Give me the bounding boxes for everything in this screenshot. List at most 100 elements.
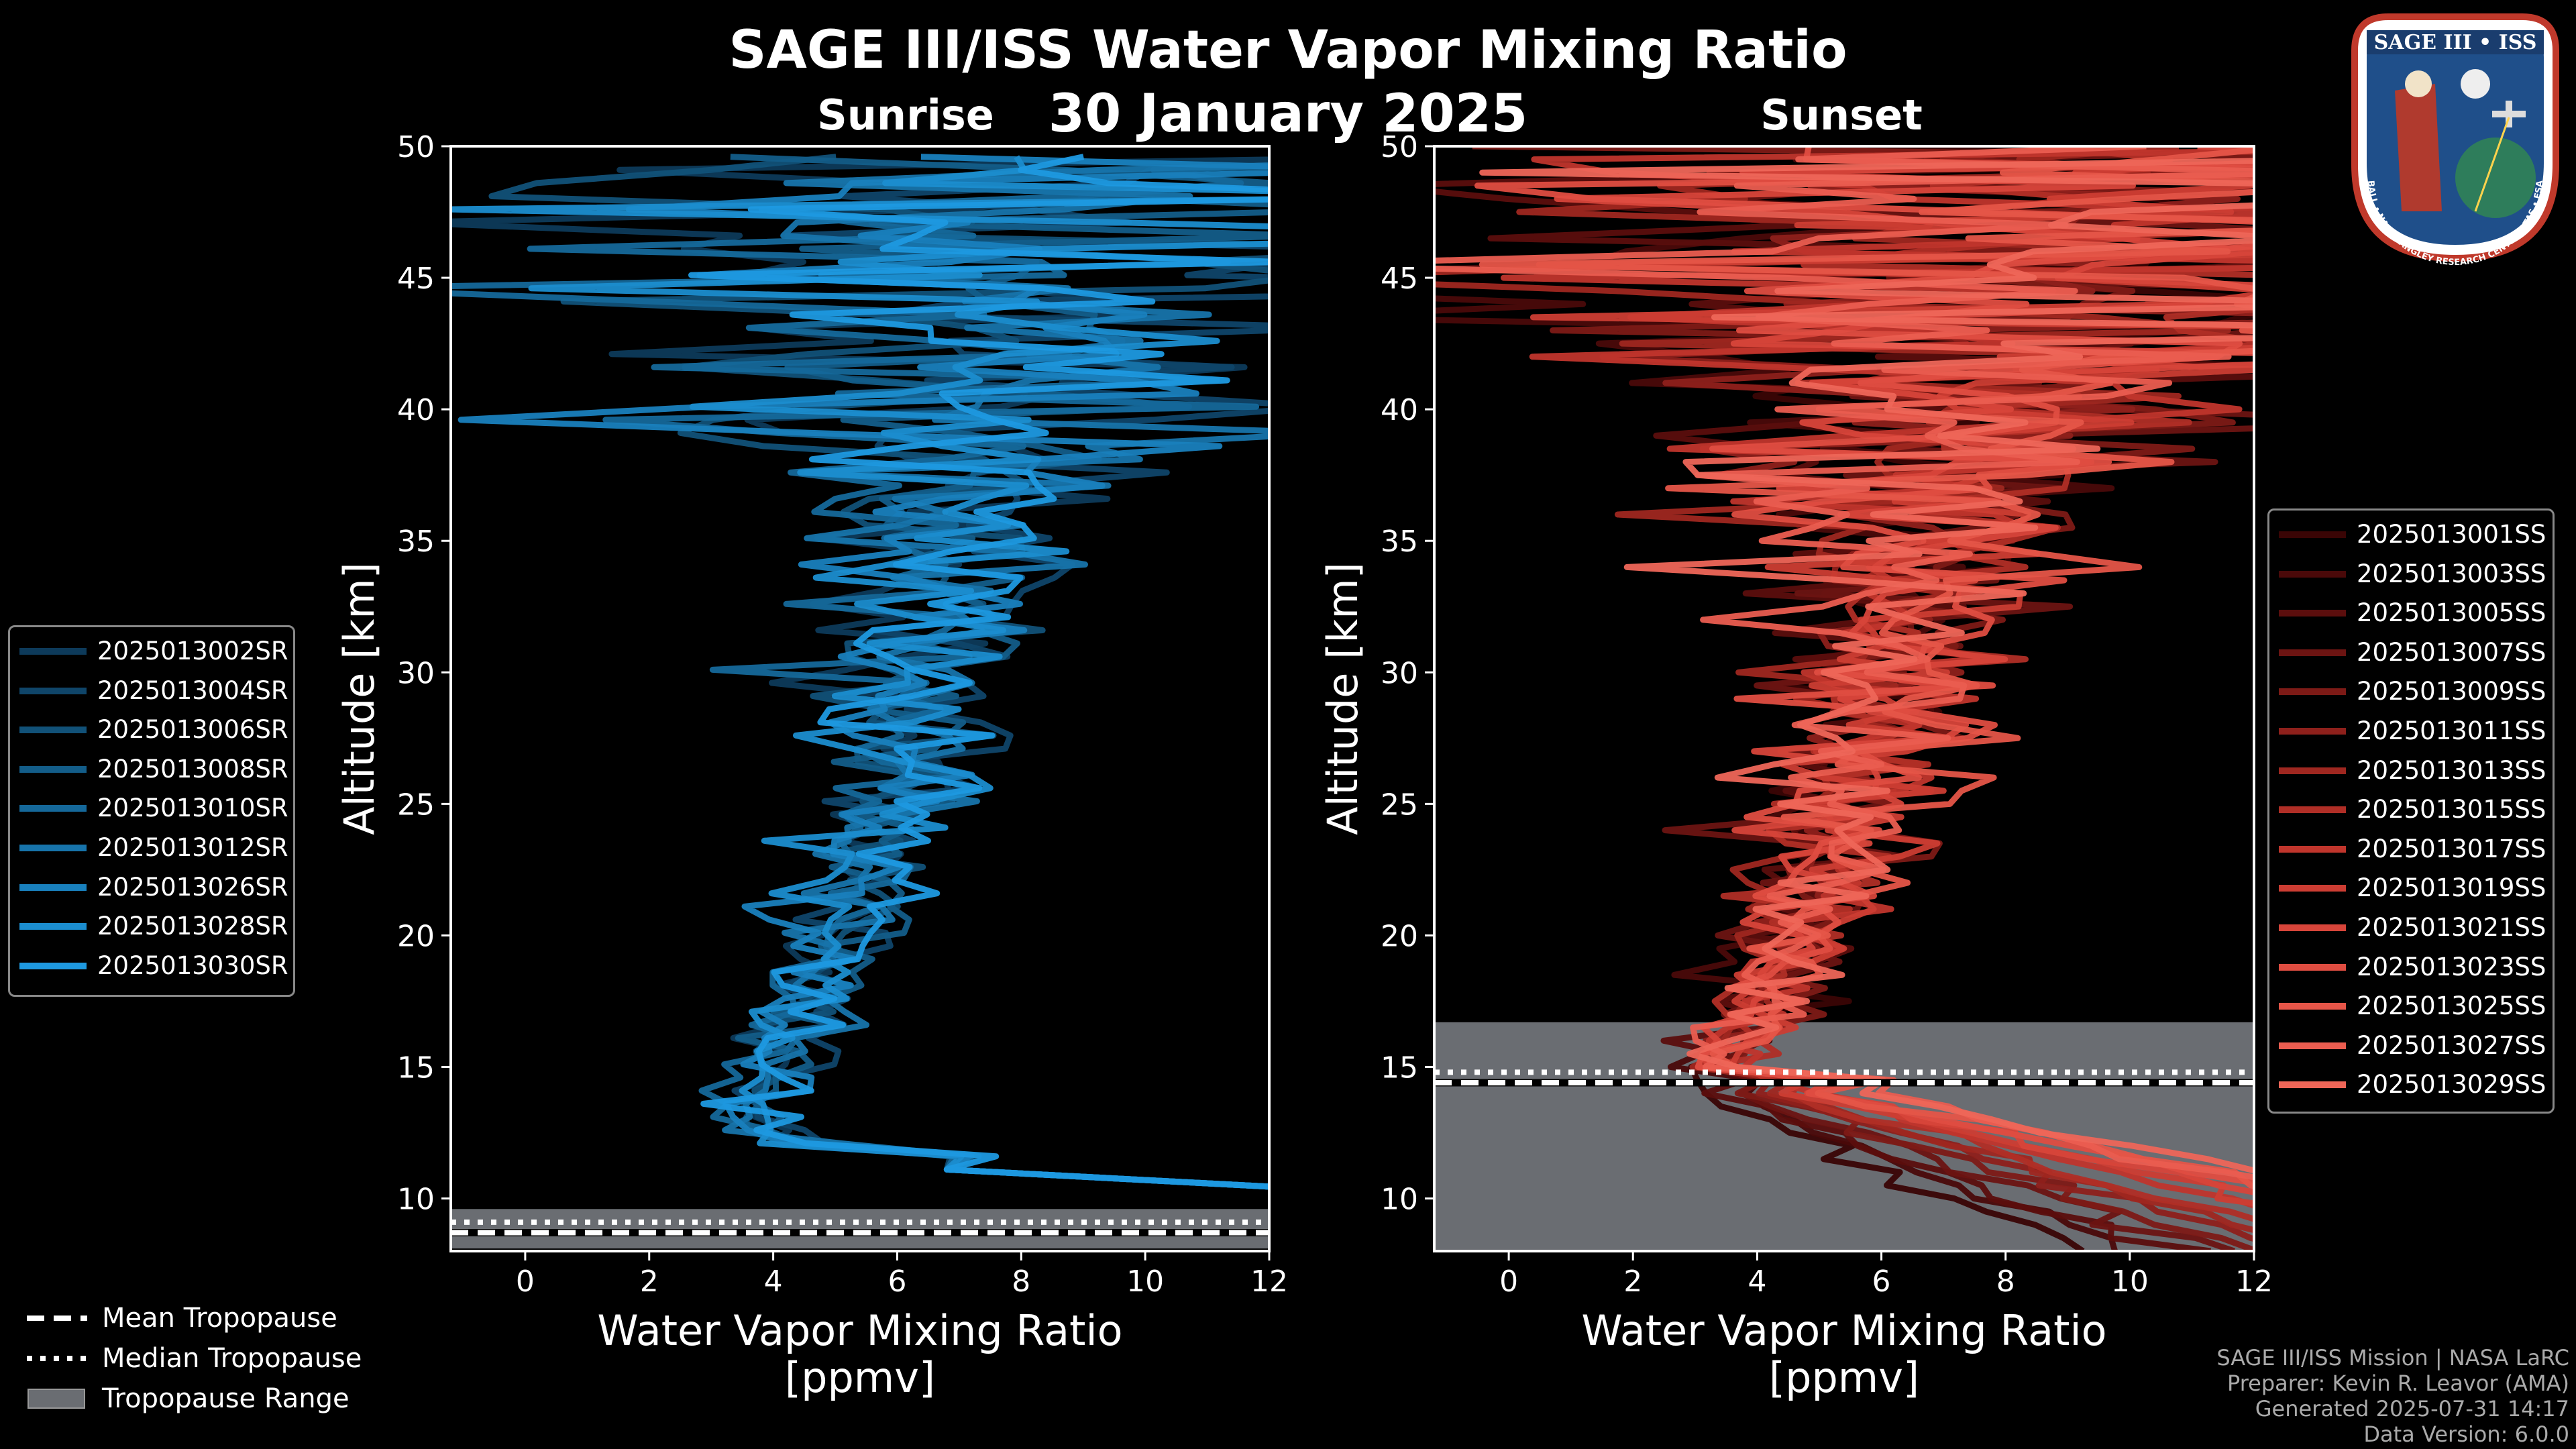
sunset-panel-title: Sunset [1760, 91, 1923, 140]
footer-mission: SAGE III/ISS Mission | NASA LaRC [2216, 1345, 2569, 1371]
legend-label: 2025013011SS [2357, 716, 2546, 745]
legend-entry-2025013003SS: 2025013003SS [2269, 557, 2553, 592]
legend-swatch [2279, 728, 2346, 735]
y-tick-label: 20 [397, 919, 435, 953]
profile-line-2025013029SS [1479, 158, 2254, 1174]
y-tick-label: 45 [397, 262, 435, 296]
sage-iii-iss-mission-logo: SAGE III • ISS BALL • NASA LANGLEY RESEA… [2351, 13, 2559, 265]
y-tick-label: 20 [1381, 919, 1418, 953]
legend-swatch [19, 883, 87, 891]
x-tick-label: 0 [516, 1265, 535, 1299]
legend-entry-2025013023SS: 2025013023SS [2269, 950, 2553, 985]
legend-swatch [2279, 1003, 2346, 1010]
logo-title: SAGE III • ISS [2374, 31, 2537, 54]
legend-entry-2025013027SS: 2025013027SS [2269, 1028, 2553, 1063]
legend-entry-2025013007SS: 2025013007SS [2269, 635, 2553, 670]
x-tick-label: 10 [1126, 1265, 1164, 1299]
x-tick-label: 12 [1250, 1265, 1288, 1299]
legend-label: 2025013013SS [2357, 755, 2546, 785]
y-tick-label: 30 [1381, 656, 1418, 690]
profile-line-2025013023SS [1474, 146, 2254, 1186]
legend-label: 2025013023SS [2357, 952, 2546, 981]
legend-label: 2025013021SS [2357, 913, 2546, 942]
x-axis-label: [ppmv] [1769, 1353, 1919, 1402]
x-tick-label: 6 [1872, 1265, 1891, 1299]
footer-version: Data Version: 6.0.0 [2363, 1421, 2569, 1447]
legend-entry-2025013008SR: 2025013008SR [10, 752, 293, 787]
legend-entry-2025013013SS: 2025013013SS [2269, 753, 2553, 788]
legend-swatch [2279, 531, 2346, 538]
legend-swatch [2279, 649, 2346, 656]
legend-entry-2025013025SS: 2025013025SS [2269, 989, 2553, 1024]
tropopause-range-band [451, 1209, 1269, 1249]
legend-label: 2025013008SR [97, 754, 288, 784]
y-axis-label: Altitude [km] [1318, 562, 1367, 835]
legend-median-label: Median Tropopause [102, 1343, 362, 1374]
legend-label: 2025013027SS [2357, 1030, 2546, 1060]
legend-label: 2025013006SR [97, 715, 288, 745]
legend-swatch [2279, 767, 2346, 774]
legend-swatch [19, 962, 87, 969]
profile-line-2025013027SS [1434, 146, 2254, 1181]
legend-label: 2025013001SS [2357, 520, 2546, 549]
legend-swatch [2279, 963, 2346, 971]
legend-swatch [2279, 688, 2346, 696]
legend-entry-2025013002SR: 2025013002SR [10, 634, 293, 669]
legend-swatch [2279, 885, 2346, 892]
sunset-panel: 0 2 4 6 8 10 12 10 15 20 25 30 35 40 45 50 Water Vapor M… [1318, 130, 2273, 1402]
legend-entry-2025013019SS: 2025013019SS [2269, 871, 2553, 906]
y-axis-label: Altitude [km] [335, 562, 384, 835]
legend-label: 2025013017SS [2357, 834, 2546, 863]
legend-entry-2025013005SS: 2025013005SS [2269, 596, 2553, 631]
profile-line-2025013030SR [688, 154, 1269, 1190]
legend-entry-2025013028SR: 2025013028SR [10, 909, 293, 944]
sunrise-panel: 0 2 4 6 8 10 12 10 15 20 25 30 35 40 45 50 Water Vapor M… [335, 130, 1288, 1402]
legend-swatch [19, 765, 87, 773]
footer-credits: SAGE III/ISS Mission | NASA LaRC Prepare… [2216, 1345, 2569, 1447]
y-tick-label: 15 [1381, 1051, 1418, 1085]
profile-line-2025013026SR [458, 154, 1269, 1190]
legend-entry-2025013015SS: 2025013015SS [2269, 792, 2553, 827]
y-tick-label: 35 [1381, 525, 1418, 559]
y-tick-label: 50 [1381, 130, 1418, 164]
legend-swatch [19, 805, 87, 812]
x-tick-label: 12 [2235, 1265, 2273, 1299]
y-tick-label: 10 [397, 1183, 435, 1217]
legend-label: 2025013019SS [2357, 873, 2546, 903]
legend-swatch [2279, 610, 2346, 617]
legend-entry-2025013011SS: 2025013011SS [2269, 714, 2553, 749]
x-tick-label: 4 [1748, 1265, 1766, 1299]
legend-swatch [19, 727, 87, 734]
legend-range-label: Tropopause Range [102, 1383, 350, 1414]
legend-entry-2025013026SR: 2025013026SR [10, 870, 293, 905]
legend-label: 2025013029SS [2357, 1070, 2546, 1099]
y-tick-label: 35 [397, 525, 435, 559]
legend-swatch [2279, 924, 2346, 931]
chart-title: SAGE III/ISS Water Vapor Mixing Ratio [729, 20, 1847, 80]
legend-label: 2025013030SR [97, 951, 288, 980]
y-tick-label: 10 [1381, 1183, 1418, 1217]
plot-frame [449, 145, 1271, 1252]
legend-label: 2025013010SR [97, 794, 288, 823]
y-tick-label: 40 [397, 393, 435, 427]
x-axis-label: Water Vapor Mixing Ratio [597, 1306, 1122, 1355]
x-tick-label: 10 [2111, 1265, 2149, 1299]
legend-entry-2025013006SR: 2025013006SR [10, 712, 293, 747]
y-tick-label: 40 [1381, 393, 1418, 427]
x-tick-label: 8 [1012, 1265, 1030, 1299]
y-tick-label: 15 [397, 1051, 435, 1085]
dotted-line-icon [27, 1356, 87, 1361]
legend-swatch [19, 923, 87, 930]
sunrise-legend: 2025013002SR 2025013004SR 2025013006SR 2025… [8, 625, 295, 997]
legend-label: 2025013009SS [2357, 677, 2546, 706]
legend-label: 2025013012SR [97, 833, 288, 862]
y-tick-label: 30 [397, 656, 435, 690]
legend-swatch [2279, 1081, 2346, 1089]
y-tick-label: 25 [1381, 788, 1418, 822]
legend-swatch [19, 845, 87, 851]
legend-entry-2025013010SR: 2025013010SR [10, 791, 293, 826]
legend-entry-2025013017SS: 2025013017SS [2269, 832, 2553, 867]
legend-swatch [2279, 1042, 2346, 1049]
x-tick-label: 2 [1623, 1265, 1642, 1299]
legend-entry-2025013029SS: 2025013029SS [2269, 1067, 2553, 1102]
